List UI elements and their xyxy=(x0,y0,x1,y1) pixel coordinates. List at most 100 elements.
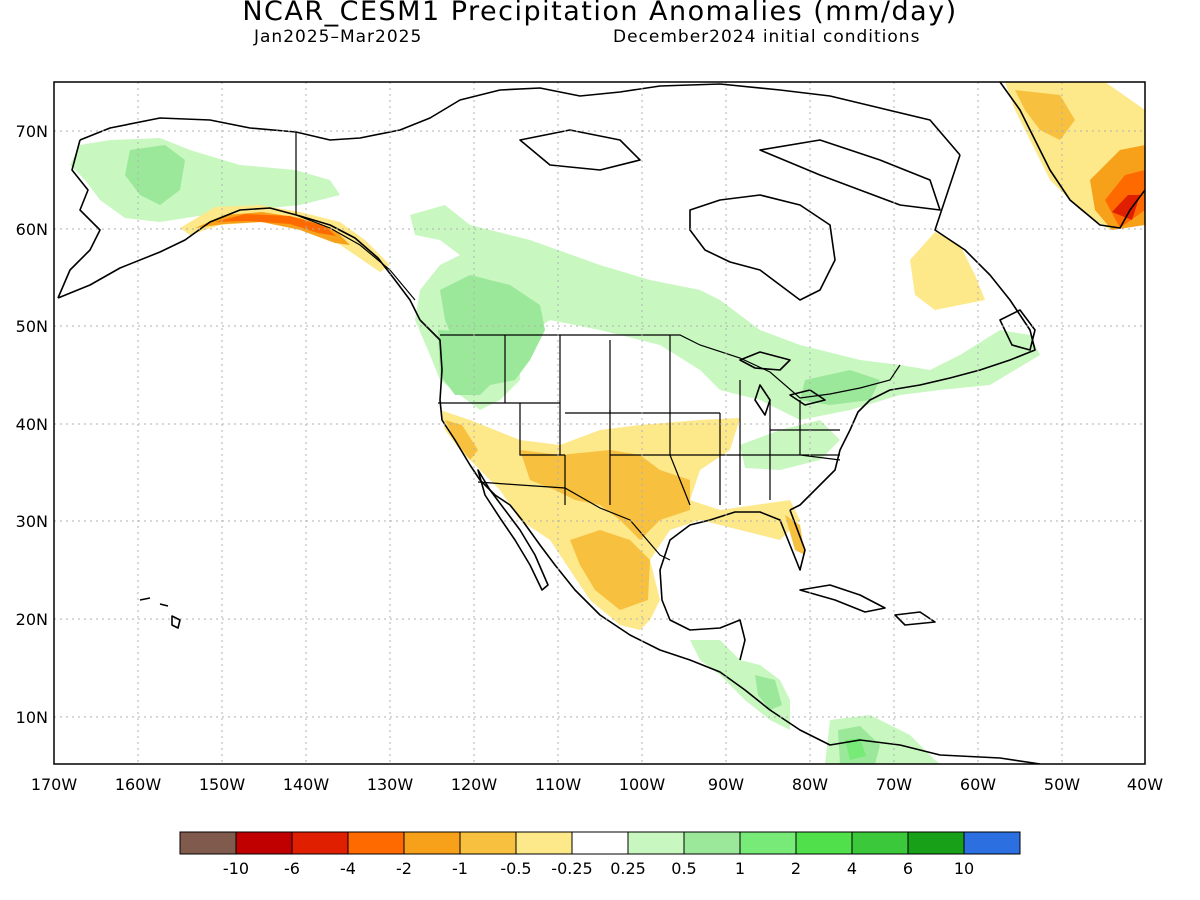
lat-label-20n: 20N xyxy=(16,610,48,629)
lat-label-10n: 10N xyxy=(16,708,48,727)
border-us-states-central xyxy=(609,335,741,506)
legend-swatch xyxy=(515,831,573,855)
coast-hudson-bay xyxy=(689,194,836,301)
legend-label: 10 xyxy=(954,859,974,878)
longitude-axis: 170W 160W 150W 140W 130W 120W 110W 100W … xyxy=(31,775,1163,794)
legend-label: -6 xyxy=(284,859,300,878)
lon-label-90w: 90W xyxy=(708,775,744,794)
anomaly-shading xyxy=(70,82,1145,764)
color-legend: -10 -6 -4 -2 -1 -0.5 -0.25 0.25 0.5 1 2 4 6 10 xyxy=(179,831,1021,878)
lat-label-30n: 30N xyxy=(16,512,48,531)
anomaly-california-dry xyxy=(445,420,478,460)
legend-swatch xyxy=(627,831,685,855)
anomaly-central-america-wet xyxy=(690,640,790,730)
coast-greenland xyxy=(999,82,1145,229)
legend-label: 2 xyxy=(791,859,801,878)
legend-label: -1 xyxy=(452,859,468,878)
map-frame xyxy=(53,81,1146,765)
legend-label: 1 xyxy=(735,859,745,878)
border-us-canada xyxy=(440,334,901,399)
lon-label-130w: 130W xyxy=(367,775,414,794)
lat-label-50n: 50N xyxy=(16,317,48,336)
coast-labrador-atlantic xyxy=(789,154,1036,511)
legend-swatch xyxy=(459,831,517,855)
border-us-states-west xyxy=(438,335,720,505)
coast-alaska-north xyxy=(79,83,961,156)
legend-swatch xyxy=(291,831,349,855)
lon-label-100w: 100W xyxy=(619,775,666,794)
lon-label-170w: 170W xyxy=(31,775,78,794)
graticule xyxy=(54,82,1145,764)
map-area xyxy=(57,82,1145,764)
coast-victoria-island xyxy=(519,129,641,171)
init-conditions-label: December2024 initial conditions xyxy=(613,27,921,47)
legend-swatch xyxy=(235,831,293,855)
legend-swatch xyxy=(851,831,909,855)
legend-label: -4 xyxy=(340,859,356,878)
coast-hispaniola xyxy=(894,611,936,626)
legend-swatch xyxy=(347,831,405,855)
coastlines xyxy=(57,82,1145,764)
legend-swatch xyxy=(179,831,237,855)
coast-hawaii xyxy=(139,597,181,629)
legend-swatch xyxy=(683,831,741,855)
lat-label-70n: 70N xyxy=(16,122,48,141)
border-alaska-canada xyxy=(295,132,416,301)
legend-swatch xyxy=(795,831,853,855)
lat-label-40n: 40N xyxy=(16,415,48,434)
anomaly-ohio-valley-wet xyxy=(740,420,840,470)
legend-label: -2 xyxy=(396,859,412,878)
latitude-axis: 70N 60N 50N 40N 30N 20N 10N xyxy=(16,122,48,727)
legend-label: 4 xyxy=(847,859,857,878)
anomaly-sw-us-dry-mid xyxy=(520,450,690,540)
lon-label-60w: 60W xyxy=(960,775,996,794)
lon-label-40w: 40W xyxy=(1127,775,1163,794)
anomaly-pnw-wet xyxy=(438,330,500,395)
anomaly-canada-wet xyxy=(410,205,1040,420)
period-label: Jan2025–Mar2025 xyxy=(254,27,423,47)
coast-baffin-island xyxy=(759,139,941,211)
anomaly-alaska-wet xyxy=(70,138,340,222)
legend-swatch xyxy=(907,831,965,855)
coast-alaska xyxy=(57,207,421,321)
lon-label-110w: 110W xyxy=(535,775,582,794)
border-us-mexico xyxy=(477,481,671,561)
coast-baja-california xyxy=(477,469,549,591)
anomaly-greenland-dry-mid xyxy=(1015,90,1075,140)
legend-label: 6 xyxy=(903,859,913,878)
coast-newfoundland xyxy=(999,309,1036,351)
anomaly-alaska-coast-dry xyxy=(180,205,390,272)
lat-label-60n: 60N xyxy=(16,220,48,239)
border-us-states-east xyxy=(740,400,841,500)
anomaly-central-america-wet-core xyxy=(755,675,782,710)
lon-label-50w: 50W xyxy=(1044,775,1080,794)
anomaly-labrador-dry xyxy=(910,232,985,310)
legend-label: -10 xyxy=(223,859,249,878)
anomaly-mexico-dry-mid xyxy=(570,530,650,610)
legend-swatch xyxy=(571,831,629,855)
legend-swatch xyxy=(403,831,461,855)
lon-label-120w: 120W xyxy=(451,775,498,794)
lon-label-70w: 70W xyxy=(876,775,912,794)
political-boundaries xyxy=(295,132,901,561)
legend-label: 0.25 xyxy=(610,859,646,878)
coast-alaska-west xyxy=(57,139,101,299)
lon-label-150w: 150W xyxy=(199,775,246,794)
legend-swatch xyxy=(739,831,797,855)
legend-swatch xyxy=(963,831,1021,855)
anomaly-colombia-wet-max xyxy=(845,738,866,760)
anomaly-alaska-coast-dry-core xyxy=(215,214,336,236)
anomaly-greenland-se-max xyxy=(1112,195,1140,220)
lon-label-140w: 140W xyxy=(283,775,330,794)
map-title: NCAR_CESM1 Precipitation Anomalies (mm/d… xyxy=(242,0,958,27)
legend-label: 0.5 xyxy=(671,859,696,878)
legend-label: -0.5 xyxy=(500,859,531,878)
coast-gulf-of-mexico xyxy=(659,509,806,661)
legend-label: -0.25 xyxy=(551,859,592,878)
coast-cuba xyxy=(799,584,886,613)
lon-label-80w: 80W xyxy=(792,775,828,794)
anomaly-alaska-wet-core xyxy=(125,145,185,205)
lon-label-160w: 160W xyxy=(115,775,162,794)
anomaly-florida-dry xyxy=(785,515,805,555)
